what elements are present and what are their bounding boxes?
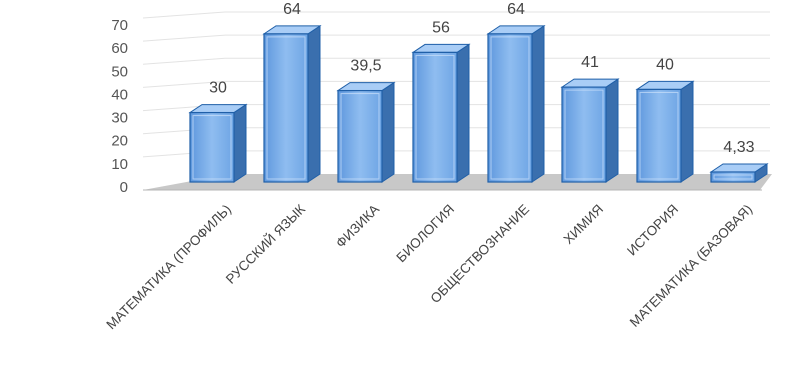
- category-label: ХИМИЯ: [561, 202, 607, 248]
- data-label: 41: [581, 54, 599, 71]
- x-axis: МАТЕМАТИКА (ПРОФИЛЬ)РУССКИЙ ЯЗЫК ФИЗИКА БИ…: [103, 201, 755, 332]
- category-label: МАТЕМАТИКА (ПРОФИЛЬ): [103, 202, 234, 333]
- data-label: 4,33: [723, 139, 754, 156]
- data-label: 64: [283, 1, 301, 18]
- bar-front: [263, 33, 309, 183]
- bar-front: [337, 89, 383, 183]
- y-tick-label: 50: [111, 63, 128, 80]
- category-label: ИСТОРИЯ: [624, 202, 681, 259]
- bar-front: [561, 86, 607, 183]
- category-label: ФИЗИКА: [333, 202, 382, 251]
- category-label: МАТЕМАТИКА (БАЗОВАЯ): [627, 202, 755, 330]
- bar-side: [381, 81, 395, 183]
- bar-4: [411, 43, 471, 183]
- gridline-70: [142, 11, 770, 19]
- bar-side: [605, 78, 619, 183]
- bar-6: [560, 78, 620, 183]
- bar-highlight: [639, 91, 679, 180]
- y-tick-label: 10: [111, 156, 128, 173]
- data-label: 39,5: [350, 58, 381, 75]
- data-label: 30: [209, 80, 227, 97]
- bar-highlight: [340, 93, 380, 180]
- y-tick-label: 0: [120, 179, 128, 196]
- gridline-50: [142, 57, 770, 65]
- bar-highlight: [713, 174, 753, 180]
- bar-highlight: [192, 115, 232, 180]
- bar-7: [635, 80, 695, 183]
- y-tick-label: 40: [111, 86, 128, 103]
- bar-side: [233, 103, 247, 183]
- bar-front: [412, 51, 458, 183]
- bars: [188, 24, 769, 183]
- bar-2: [262, 24, 322, 183]
- bar-side: [680, 80, 694, 183]
- bar-highlight: [415, 54, 455, 180]
- y-axis: 0 10 20 30 40 50 60 70: [111, 17, 128, 196]
- bar-8: [709, 163, 769, 183]
- bar-highlight: [266, 36, 306, 180]
- bar-side: [531, 24, 545, 183]
- y-tick-label: 20: [111, 133, 128, 150]
- bar-front: [636, 88, 682, 183]
- bar-5: [486, 24, 546, 183]
- data-label: 64: [507, 1, 525, 18]
- data-label: 40: [656, 56, 674, 73]
- y-tick-label: 70: [111, 17, 128, 34]
- bar-1: [188, 103, 248, 183]
- category-label: БИОЛОГИЯ: [393, 202, 457, 266]
- bar-front: [487, 33, 533, 183]
- bar-front: [189, 111, 235, 183]
- bar-3: [336, 81, 396, 183]
- gridline-60: [142, 34, 770, 42]
- y-tick-label: 60: [111, 40, 128, 57]
- y-tick-label: 30: [111, 110, 128, 127]
- bar-highlight: [564, 89, 604, 180]
- bar-highlight: [490, 36, 530, 180]
- data-label: 56: [432, 19, 450, 36]
- category-label: РУССКИЙ ЯЗЫК: [223, 201, 308, 286]
- bar-front: [710, 171, 756, 183]
- bar-side: [456, 43, 470, 183]
- bar-side: [307, 24, 321, 183]
- data-labels: 30 64 39,5 56 64 41 40 4,33: [209, 1, 755, 156]
